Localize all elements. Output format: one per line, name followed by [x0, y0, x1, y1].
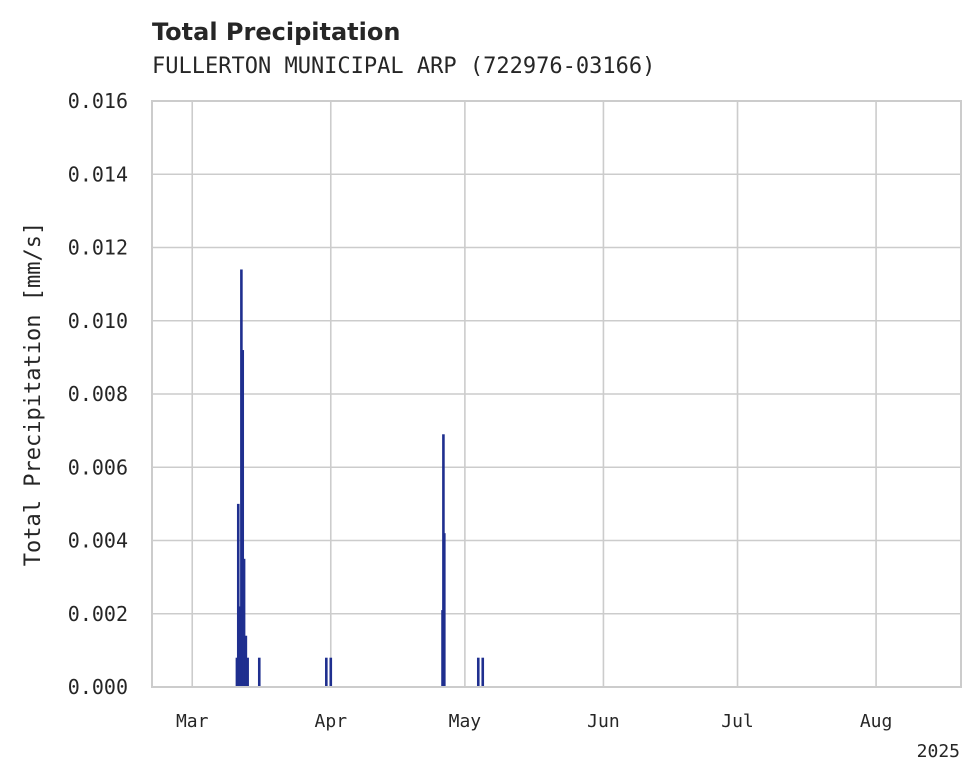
precip-bar: [244, 635, 248, 687]
x-tick-label: May: [449, 711, 482, 732]
precip-bar: [257, 657, 261, 687]
chart-title: Total Precipitation: [152, 18, 400, 46]
y-tick-label: 0.000: [68, 675, 128, 699]
y-axis-label: Total Precipitation [mm/s]: [21, 222, 46, 566]
precip-bar: [325, 657, 328, 687]
y-tick-label: 0.004: [68, 529, 128, 553]
y-tick-label: 0.016: [68, 89, 128, 113]
precip-bar: [242, 558, 246, 687]
y-tick-label: 0.012: [68, 236, 128, 260]
grid: [152, 100, 961, 688]
y-tick-label: 0.014: [68, 162, 128, 186]
y-tick-label: 0.010: [68, 309, 128, 333]
x-tick-label: Aug: [860, 711, 893, 732]
y-tick-label: 0.006: [68, 455, 128, 479]
plot-frame: [151, 100, 962, 688]
precip-bar: [246, 657, 249, 687]
precip-bar: [443, 533, 446, 687]
year-label: 2025: [917, 741, 960, 762]
x-tick-label: Jun: [587, 711, 620, 732]
y-tick-label: 0.008: [68, 382, 128, 406]
precip-bar: [238, 606, 241, 687]
x-tick-label: Jul: [721, 711, 754, 732]
precip-bar: [481, 657, 485, 687]
precip-bar: [241, 350, 245, 687]
x-tick-label: Mar: [176, 711, 209, 732]
precip-bar: [476, 657, 480, 687]
y-ticks: 0.000 0.002 0.004 0.006 0.008 0.010 0.012 0.014…: [68, 89, 128, 699]
y-tick-label: 0.002: [68, 602, 128, 626]
chart-subtitle: FULLERTON MUNICIPAL ARP (722976-03166): [152, 54, 655, 79]
x-ticks: Mar Apr May Jun Jul Aug: [176, 711, 892, 732]
x-tick-label: Apr: [315, 711, 348, 732]
precip-bar: [240, 269, 243, 687]
precip-bar: [329, 657, 333, 687]
precip-bar: [236, 503, 240, 687]
bars: [235, 269, 485, 687]
precip-bar: [235, 657, 239, 687]
